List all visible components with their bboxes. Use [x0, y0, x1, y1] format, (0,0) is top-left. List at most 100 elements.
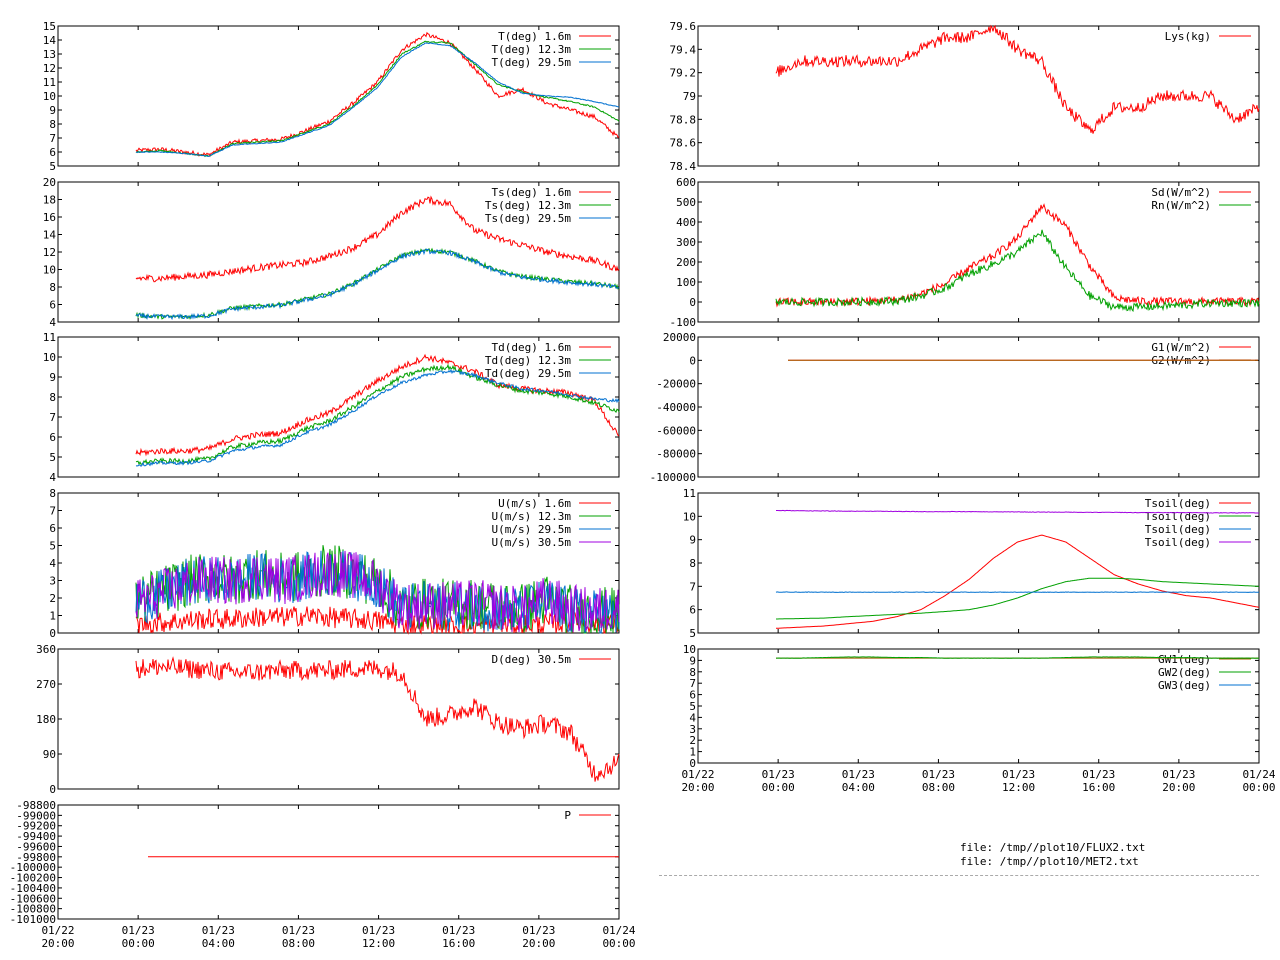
- x-tick-time: 20:00: [681, 781, 714, 794]
- series-line: [135, 247, 620, 320]
- y-tick-label: -80000: [656, 448, 696, 461]
- legend-label: GW3(deg): [1158, 679, 1211, 692]
- y-tick-label: 5: [49, 451, 56, 464]
- x-tick-time: 16:00: [442, 937, 475, 950]
- series-line: [775, 656, 1260, 659]
- panel-pres: -101000-100800-100600-100400-100200-1000…: [10, 799, 620, 926]
- legend-label: Tsoil(deg): [1145, 497, 1211, 510]
- legend-label: T(deg) 29.5m: [492, 56, 572, 69]
- x-tick-date: 01/24: [602, 924, 635, 937]
- y-tick-label: 7: [689, 580, 696, 593]
- legend-label: Ts(deg) 29.5m: [485, 212, 571, 225]
- x-axis-left: 01/2220:0001/2300:0001/2304:0001/2308:00…: [41, 924, 635, 950]
- panel-rad: -100 0 100 200 300 400 500 600 Sd(W/m^2)Rn(W/m^2…: [670, 176, 1260, 329]
- y-tick-label: 1: [49, 610, 56, 623]
- series-line: [776, 509, 1260, 514]
- x-tick-time: 20:00: [1162, 781, 1195, 794]
- panel-soilflux: -100000 -80000 -60000 -40000 -20000 0 20000 G1(…: [650, 331, 1260, 484]
- footer-files: file: /tmp//plot10/FLUX2.txt file: /tmp//…: [960, 841, 1145, 869]
- legend-label: Lys(kg): [1165, 30, 1211, 43]
- y-tick-label: -99200: [16, 820, 56, 833]
- legend-label: Sd(W/m^2): [1151, 186, 1211, 199]
- x-tick-date: 01/23: [122, 924, 155, 937]
- y-tick-label: -20000: [656, 378, 696, 391]
- legend-label: P: [564, 809, 571, 822]
- series-line: [135, 31, 620, 158]
- y-tick-label: 11: [43, 331, 56, 344]
- y-tick-label: 400: [676, 216, 696, 229]
- series-line: [135, 42, 620, 158]
- y-tick-label: 6: [49, 522, 56, 535]
- plot-frame: [697, 25, 1260, 167]
- legend-label: U(m/s) 12.3m: [492, 510, 572, 523]
- y-tick-label: 7: [49, 132, 56, 145]
- panel-lys: 78.4 78.6 78.8 79 79.2 79.4 79.6 Lys(kg): [670, 20, 1260, 173]
- y-tick-label: 4: [49, 557, 56, 570]
- y-tick-label: 9: [49, 371, 56, 384]
- x-tick-time: 08:00: [922, 781, 955, 794]
- x-tick-date: 01/23: [522, 924, 555, 937]
- footer-file-1: file: /tmp//plot10/FLUX2.txt: [960, 841, 1146, 854]
- legend-label: T(deg) 12.3m: [492, 43, 572, 56]
- y-tick-label: 20000: [663, 331, 696, 344]
- x-tick-time: 12:00: [1002, 781, 1035, 794]
- x-axis-right: 01/2220:0001/2300:0001/2304:0001/2308:00…: [681, 768, 1275, 794]
- y-tick-label: 0: [49, 783, 56, 796]
- y-tick-label: -100800: [10, 903, 56, 916]
- plot-frame: [57, 336, 620, 478]
- x-tick-date: 01/23: [442, 924, 475, 937]
- y-tick-label: -100600: [10, 892, 56, 905]
- y-tick-label: 11: [683, 487, 696, 500]
- y-tick-label: 3: [49, 575, 56, 588]
- series-line: [775, 229, 1260, 313]
- legend-label: Td(deg) 1.6m: [492, 341, 572, 354]
- y-tick-label: 4: [49, 316, 56, 329]
- y-tick-label: -100000: [10, 861, 56, 874]
- y-tick-label: 15: [43, 20, 56, 33]
- y-tick-label: 200: [676, 256, 696, 269]
- y-tick-label: -101000: [10, 913, 56, 926]
- series-line: [135, 363, 620, 466]
- x-tick-date: 01/23: [842, 768, 875, 781]
- footer-file-2: file: /tmp//plot10/MET2.txt: [960, 855, 1139, 868]
- y-tick-label: 6: [689, 689, 696, 702]
- y-tick-label: 4: [49, 471, 56, 484]
- y-tick-label: 6: [49, 299, 56, 312]
- panel-dir: 0 90 180 270 360 D(deg) 30.5m: [36, 643, 620, 796]
- y-tick-label: 90: [43, 748, 56, 761]
- y-tick-label: 0: [689, 757, 696, 770]
- y-tick-label: 79.2: [670, 67, 697, 80]
- legend-label: U(m/s) 1.6m: [498, 497, 571, 510]
- x-tick-time: 00:00: [1242, 781, 1275, 794]
- y-tick-label: -98800: [16, 799, 56, 812]
- y-tick-label: 12: [43, 246, 56, 259]
- x-tick-date: 01/23: [1082, 768, 1115, 781]
- y-tick-label: 6: [49, 146, 56, 159]
- series-line: [776, 534, 1260, 629]
- x-tick-time: 00:00: [122, 937, 155, 950]
- y-tick-label: 79: [683, 90, 696, 103]
- x-tick-time: 04:00: [202, 937, 235, 950]
- y-tick-label: 0: [49, 627, 56, 640]
- y-tick-label: 0: [689, 354, 696, 367]
- series-line: [135, 656, 620, 782]
- x-tick-time: 20:00: [522, 937, 555, 950]
- y-tick-label: 78.8: [670, 113, 697, 126]
- y-tick-label: 360: [36, 643, 56, 656]
- legend-label: U(m/s) 29.5m: [492, 523, 572, 536]
- y-tick-label: -100: [670, 316, 697, 329]
- x-tick-date: 01/22: [41, 924, 74, 937]
- x-tick-time: 12:00: [362, 937, 395, 950]
- y-tick-label: 7: [49, 505, 56, 518]
- y-tick-label: 10: [683, 643, 696, 656]
- y-tick-label: 12: [43, 62, 56, 75]
- series-line: [775, 24, 1260, 134]
- y-tick-label: 18: [43, 194, 56, 207]
- legend-label: T(deg) 1.6m: [498, 30, 571, 43]
- y-tick-label: 8: [49, 118, 56, 131]
- x-tick-date: 01/23: [762, 768, 795, 781]
- series-line: [135, 368, 620, 467]
- y-tick-label: 16: [43, 211, 56, 224]
